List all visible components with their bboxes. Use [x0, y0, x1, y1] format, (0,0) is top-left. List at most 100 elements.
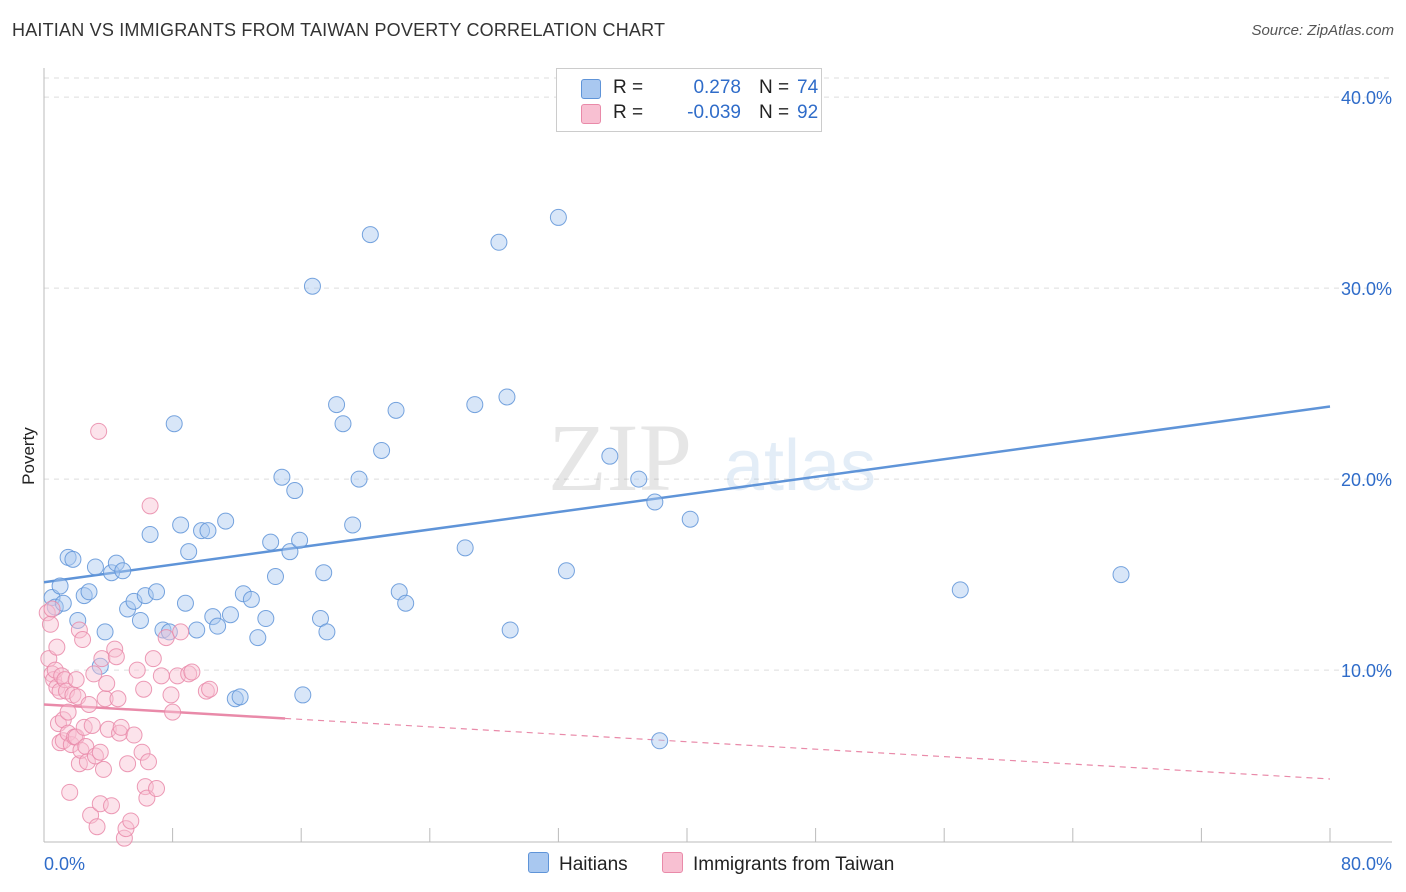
axes [43, 68, 1392, 843]
data-point [67, 671, 85, 689]
data-point [157, 629, 175, 647]
data-point [133, 743, 151, 761]
legend-r-label: R = [613, 77, 644, 98]
data-point [148, 583, 166, 601]
data-point [209, 617, 227, 635]
y-tick-label: 20.0% [1341, 470, 1392, 490]
data-point [466, 396, 484, 414]
data-point [164, 703, 182, 721]
data-point [99, 720, 117, 738]
data-point [128, 661, 146, 679]
legend-n-label: N = [759, 102, 790, 123]
data-point [951, 581, 969, 599]
data-point [266, 568, 284, 586]
source-label: Source: ZipAtlas.com [1251, 22, 1394, 39]
data-point [193, 522, 211, 540]
data-point [350, 470, 368, 488]
bottom-legend: Haitians Immigrants from Taiwan [0, 852, 1406, 878]
data-point [70, 621, 88, 639]
data-point [172, 516, 190, 534]
data-point [136, 587, 154, 605]
data-point [188, 621, 206, 639]
watermark: ZIP atlas [548, 404, 876, 511]
data-point [43, 600, 61, 618]
data-point [201, 680, 219, 698]
data-point [51, 577, 69, 595]
data-point [122, 812, 140, 830]
y-tick-label: 30.0% [1341, 279, 1392, 299]
data-point [557, 562, 575, 580]
data-point [90, 422, 108, 440]
data-point [141, 497, 159, 515]
data-point [681, 510, 699, 528]
data-point [144, 650, 162, 668]
data-point [183, 663, 201, 681]
data-point [152, 667, 170, 685]
data-point [315, 564, 333, 582]
data-point [109, 690, 127, 708]
data-point [54, 594, 72, 612]
data-point [148, 780, 166, 798]
legend-swatch-haitians [528, 852, 549, 873]
data-point [501, 621, 519, 639]
y-tick-label: 10.0% [1341, 661, 1392, 681]
data-point [373, 441, 391, 459]
chart-title: HAITIAN VS IMMIGRANTS FROM TAIWAN POVERT… [12, 20, 666, 40]
data-point [64, 550, 82, 568]
data-point [273, 468, 291, 486]
x-tick-label: 0.0% [44, 854, 85, 874]
data-point [646, 493, 664, 511]
data-point [172, 623, 190, 641]
data-point [83, 716, 101, 734]
data-point [139, 753, 157, 771]
data-point [103, 797, 121, 815]
data-point [498, 388, 516, 406]
legend-label-taiwan: Immigrants from Taiwan [693, 854, 895, 875]
data-point [135, 680, 153, 698]
data-point [197, 682, 215, 700]
legend-item-taiwan: Immigrants from Taiwan [662, 852, 894, 876]
data-point [98, 674, 116, 692]
data-point [490, 233, 508, 251]
data-point [217, 512, 235, 530]
data-point [141, 525, 159, 543]
data-point [88, 818, 106, 836]
legend-swatch-haitians [581, 79, 601, 99]
data-point [61, 783, 79, 801]
data-point [41, 615, 59, 633]
legend-r-value: 0.278 [693, 77, 741, 98]
data-point [125, 726, 143, 744]
data-point [74, 631, 92, 649]
data-point [328, 396, 346, 414]
data-point [165, 415, 183, 433]
data-point [318, 623, 336, 641]
data-point [303, 277, 321, 295]
legend-label-haitians: Haitians [559, 854, 628, 875]
y-tick-label: 40.0% [1341, 88, 1392, 108]
watermark-zip: ZIP [548, 404, 692, 511]
data-point [630, 470, 648, 488]
legend-n-value: 92 [797, 102, 819, 123]
data-point [387, 401, 405, 419]
data-point [59, 703, 77, 721]
y-axis-label: Poverty [19, 427, 38, 485]
grid-lines [44, 77, 1392, 671]
data-point [601, 447, 619, 465]
data-point [199, 522, 217, 540]
data-point [286, 482, 304, 500]
data-point [119, 755, 137, 773]
data-point [114, 562, 132, 580]
legend-item-haitians: Haitians [528, 852, 628, 876]
data-point [651, 732, 669, 750]
data-point [111, 724, 129, 742]
data-point [291, 531, 309, 549]
data-point [112, 718, 130, 736]
data-point [162, 686, 180, 704]
x-tick-label: 80.0% [1341, 854, 1392, 874]
data-point [242, 590, 260, 608]
data-point [131, 611, 149, 629]
data-point [1112, 566, 1130, 584]
data-point [281, 543, 299, 561]
legend-swatch-taiwan [581, 104, 601, 124]
data-point [361, 226, 379, 244]
